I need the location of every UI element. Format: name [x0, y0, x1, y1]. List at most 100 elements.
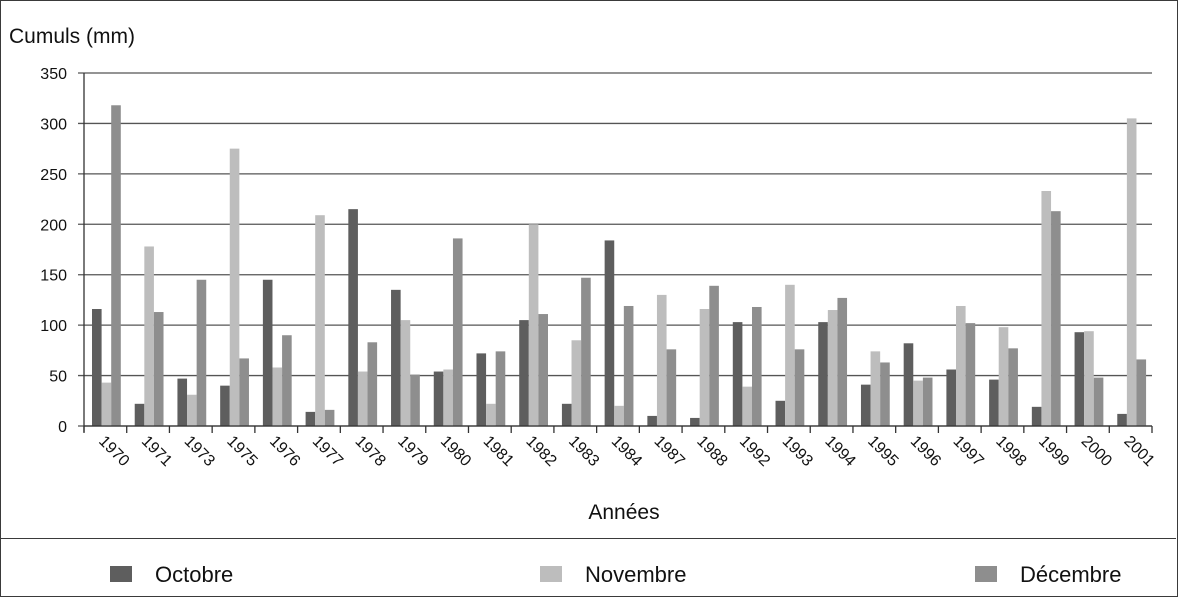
bar-novembre-1973: [187, 395, 197, 426]
bar-décembre-1982: [538, 314, 548, 426]
bar-décembre-1994: [837, 298, 847, 426]
bar-décembre-1979: [410, 375, 420, 426]
bar-novembre-1998: [999, 327, 1009, 426]
bar-octobre-1984: [605, 240, 615, 426]
bar-octobre-1982: [519, 320, 529, 426]
bar-octobre-1999: [1032, 407, 1042, 426]
x-tick-label: 1979: [394, 433, 431, 470]
x-tick-label: 1975: [223, 433, 260, 470]
y-tick-label: 100: [40, 318, 67, 335]
bar-décembre-1996: [923, 378, 933, 426]
bar-novembre-1979: [401, 320, 411, 426]
bar-octobre-1976: [263, 280, 273, 426]
y-tick-label: 200: [40, 217, 67, 234]
bar-octobre-1979: [391, 290, 401, 426]
bar-décembre-1980: [453, 238, 463, 426]
bar-octobre-1981: [476, 353, 486, 426]
bar-décembre-1971: [154, 312, 164, 426]
x-tick-label: 1976: [266, 433, 303, 470]
bar-octobre-1971: [135, 404, 145, 426]
x-tick-label: 1983: [565, 433, 602, 470]
x-tick-label: 1981: [480, 433, 517, 470]
x-tick-label: 1982: [522, 433, 559, 470]
bar-octobre-1996: [904, 343, 914, 426]
bar-octobre-1978: [348, 209, 358, 426]
x-tick-label: 1993: [779, 433, 816, 470]
x-tick-label: 1973: [181, 433, 218, 470]
bar-novembre-1970: [102, 383, 112, 426]
y-tick-label: 0: [58, 419, 67, 436]
bar-novembre-1984: [614, 406, 624, 426]
bar-novembre-1976: [272, 368, 282, 426]
x-tick-label: 1994: [821, 433, 858, 470]
bar-novembre-2001: [1127, 118, 1137, 426]
bar-octobre-1993: [776, 401, 786, 426]
bar-novembre-1983: [572, 340, 582, 426]
bar-novembre-1999: [1041, 191, 1051, 426]
bar-octobre-1983: [562, 404, 572, 426]
bar-novembre-1993: [785, 285, 795, 426]
bar-novembre-1982: [529, 224, 539, 426]
x-tick-label: 1970: [95, 433, 132, 470]
bar-novembre-1995: [871, 351, 881, 426]
y-tick-label: 350: [40, 66, 67, 83]
legend: Octobre Novembre Décembre: [110, 562, 1121, 587]
bar-octobre-1970: [92, 309, 102, 426]
bar-décembre-1981: [496, 351, 506, 426]
bar-novembre-1997: [956, 306, 966, 426]
x-tick-label: 1996: [907, 433, 944, 470]
bar-décembre-1977: [325, 410, 335, 426]
bar-décembre-1983: [581, 278, 591, 426]
bar-novembre-1971: [144, 246, 154, 426]
bar-novembre-1977: [315, 215, 325, 426]
x-tick-label: 1992: [736, 433, 773, 470]
y-tick-label: 150: [40, 268, 67, 285]
bar-décembre-1975: [239, 358, 249, 426]
bar-décembre-1973: [197, 280, 207, 426]
bar-décembre-1976: [282, 335, 292, 426]
x-axis-title: Années: [588, 501, 659, 524]
bar-décembre-2001: [1136, 359, 1146, 426]
bar-novembre-1980: [443, 370, 453, 426]
bar-décembre-1987: [667, 349, 677, 426]
bar-novembre-1994: [828, 310, 838, 426]
x-tick-label: 1971: [138, 433, 175, 470]
bar-octobre-2001: [1117, 414, 1127, 426]
bar-novembre-1975: [230, 149, 240, 426]
bar-décembre-2000: [1094, 378, 1104, 426]
x-tick-label: 1978: [351, 433, 388, 470]
bar-octobre-2000: [1075, 332, 1085, 426]
bar-décembre-1988: [709, 286, 719, 426]
y-tick-label: 50: [49, 369, 67, 386]
bar-novembre-1992: [742, 387, 752, 426]
legend-label-novembre: Novembre: [585, 562, 686, 587]
bar-décembre-1998: [1008, 348, 1018, 426]
bar-octobre-1975: [220, 386, 230, 426]
bar-décembre-1970: [111, 105, 121, 426]
legend-swatch-décembre: [975, 566, 997, 582]
y-axis-title: Cumuls (mm): [9, 25, 135, 48]
bar-octobre-1988: [690, 418, 700, 426]
bar-novembre-2000: [1084, 331, 1094, 426]
bar-décembre-1999: [1051, 211, 1061, 426]
y-tick-labels: 0 50 100 150 200 250 300 350: [40, 66, 67, 436]
bar-novembre-1996: [913, 381, 923, 426]
bar-décembre-1997: [966, 323, 976, 426]
bar-octobre-1998: [989, 380, 999, 426]
bar-décembre-1984: [624, 306, 634, 426]
bar-décembre-1993: [795, 349, 805, 426]
x-tick-label: 1984: [608, 433, 645, 470]
legend-label-octobre: Octobre: [155, 562, 233, 587]
bar-décembre-1992: [752, 307, 762, 426]
x-tick-label: 1987: [651, 433, 688, 470]
bars: [92, 105, 1146, 426]
bar-décembre-1978: [368, 342, 378, 426]
x-tick-labels: 1970 1971 1973 1975 1976 1977 1978 1979 1980 1981…: [95, 433, 1158, 470]
x-tick-label: 1977: [309, 433, 346, 470]
x-tick-label: 1995: [864, 433, 901, 470]
x-tick-label: 2000: [1078, 433, 1115, 470]
bar-novembre-1988: [700, 309, 710, 426]
bar-octobre-1977: [306, 412, 316, 426]
x-tick-label: 1999: [1035, 433, 1072, 470]
